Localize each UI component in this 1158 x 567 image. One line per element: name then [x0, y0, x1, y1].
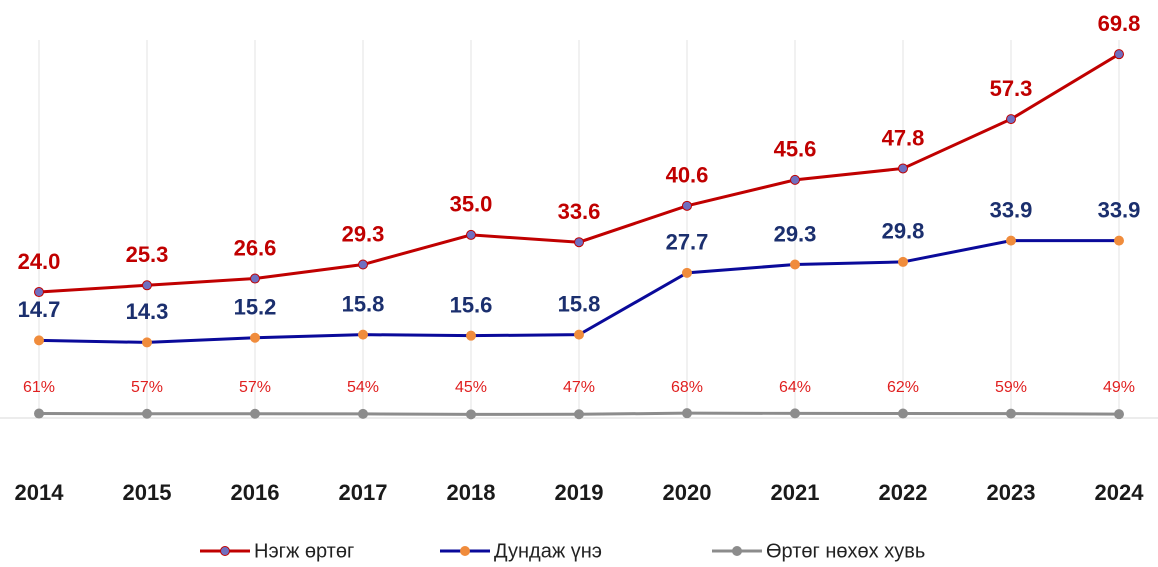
legend-label: Дундаж үнэ [494, 540, 602, 562]
data-label: 15.6 [450, 292, 493, 317]
data-label: 24.0 [18, 249, 61, 274]
data-label: 57% [131, 379, 163, 396]
marker [142, 337, 152, 348]
data-label: 15.8 [342, 291, 385, 316]
data-label: 14.7 [18, 297, 61, 322]
x-tick-label: 2019 [555, 480, 604, 505]
marker [898, 256, 908, 267]
marker [790, 408, 800, 419]
x-tick-label: 2023 [987, 480, 1036, 505]
legend-label: Нэгж өртөг [254, 540, 354, 562]
data-label: 33.6 [558, 199, 601, 224]
marker [1114, 409, 1124, 420]
marker [34, 287, 44, 298]
marker [250, 332, 260, 343]
x-tick-label: 2024 [1095, 480, 1145, 505]
data-label: 25.3 [126, 242, 169, 267]
marker [250, 408, 260, 419]
legend-marker [220, 546, 230, 556]
marker [574, 237, 584, 248]
marker [1114, 49, 1124, 60]
data-label: 45% [455, 379, 487, 396]
marker [142, 408, 152, 419]
marker [142, 280, 152, 291]
marker [34, 408, 44, 419]
data-label: 61% [23, 379, 55, 396]
data-label: 15.2 [234, 295, 277, 320]
x-tick-label: 2014 [15, 480, 65, 505]
marker [358, 329, 368, 340]
data-label: 27.7 [666, 230, 709, 255]
x-tick-label: 2020 [663, 480, 712, 505]
data-label: 15.8 [558, 291, 601, 316]
marker [1006, 235, 1016, 246]
data-label: 29.3 [774, 221, 817, 246]
legend-marker [732, 546, 742, 556]
data-label: 26.6 [234, 235, 277, 260]
legend-marker [460, 546, 470, 556]
data-label: 68% [671, 379, 703, 396]
data-label: 29.8 [882, 219, 925, 244]
data-label: 54% [347, 379, 379, 396]
data-label: 47.8 [882, 125, 925, 150]
marker [574, 409, 584, 420]
marker [1114, 235, 1124, 246]
marker [682, 267, 692, 278]
marker [466, 229, 476, 240]
data-label: 69.8 [1098, 11, 1141, 36]
marker [466, 330, 476, 341]
data-label: 33.9 [1098, 197, 1141, 222]
data-label: 29.3 [342, 221, 385, 246]
marker [358, 408, 368, 419]
data-label: 62% [887, 379, 919, 396]
data-label: 59% [995, 379, 1027, 396]
marker [682, 408, 692, 419]
marker [898, 163, 908, 174]
data-label: 64% [779, 379, 811, 396]
data-label: 40.6 [666, 163, 709, 188]
marker [790, 174, 800, 185]
x-tick-label: 2022 [879, 480, 928, 505]
data-label: 45.6 [774, 137, 817, 162]
data-label: 49% [1103, 379, 1135, 396]
data-label: 57.3 [990, 76, 1033, 101]
data-label: 14.3 [126, 299, 169, 324]
x-tick-label: 2018 [447, 480, 496, 505]
x-tick-label: 2017 [339, 480, 388, 505]
marker [1006, 114, 1016, 125]
marker [790, 259, 800, 270]
marker [358, 259, 368, 270]
x-tick-label: 2015 [123, 480, 172, 505]
marker [898, 408, 908, 419]
marker [466, 409, 476, 420]
marker [34, 335, 44, 346]
legend-label: Өртөг нөхөх хувь [766, 540, 925, 562]
data-label: 57% [239, 379, 271, 396]
marker [574, 329, 584, 340]
x-tick-label: 2021 [771, 480, 820, 505]
x-tick-label: 2016 [231, 480, 280, 505]
data-label: 33.9 [990, 197, 1033, 222]
marker [682, 200, 692, 211]
data-label: 47% [563, 379, 595, 396]
data-label: 35.0 [450, 192, 493, 217]
marker [1006, 408, 1016, 419]
marker [250, 273, 260, 284]
